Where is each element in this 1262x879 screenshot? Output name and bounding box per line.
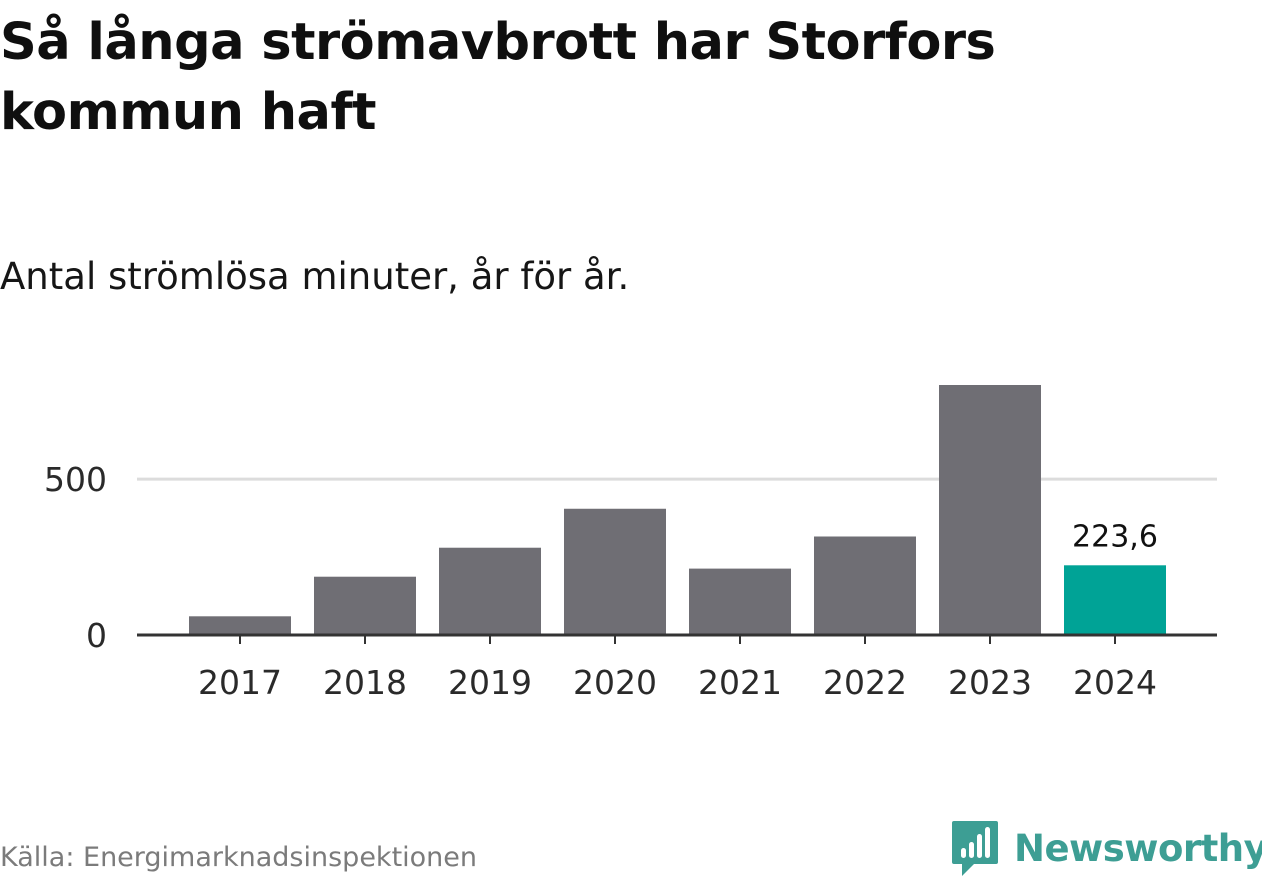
brand-name: Newsworthy bbox=[1014, 826, 1262, 870]
bar-2023 bbox=[939, 385, 1041, 635]
chart-subtitle: Antal strömlösa minuter, år för år. bbox=[0, 255, 630, 298]
bar-2019 bbox=[439, 547, 541, 635]
x-tick-label: 2019 bbox=[448, 663, 532, 702]
y-tick-label: 500 bbox=[44, 460, 107, 499]
bar-2020 bbox=[564, 508, 666, 635]
y-tick-label: 0 bbox=[86, 616, 107, 655]
source-note: Källa: Energimarknadsinspektionen bbox=[0, 842, 478, 873]
x-tick-label: 2022 bbox=[823, 663, 907, 702]
bar-2018 bbox=[314, 576, 416, 635]
chart-title: Så långa strömavbrott har Storfors kommu… bbox=[0, 13, 996, 142]
x-tick-label: 2017 bbox=[198, 663, 282, 702]
bar-2024 bbox=[1064, 565, 1166, 635]
brand-logo: Newsworthy bbox=[950, 818, 1262, 878]
x-tick-label: 2023 bbox=[948, 663, 1032, 702]
x-tick-label: 2020 bbox=[573, 663, 657, 702]
x-tick-label: 2021 bbox=[698, 663, 782, 702]
data-label: 223,6 bbox=[1072, 519, 1158, 554]
bar-2022 bbox=[814, 536, 916, 635]
bar-2021 bbox=[689, 568, 791, 635]
x-tick-label: 2024 bbox=[1073, 663, 1157, 702]
bar-chart-speech-bubble-icon bbox=[952, 821, 998, 876]
bar-2017 bbox=[189, 616, 291, 635]
x-tick-label: 2018 bbox=[323, 663, 407, 702]
